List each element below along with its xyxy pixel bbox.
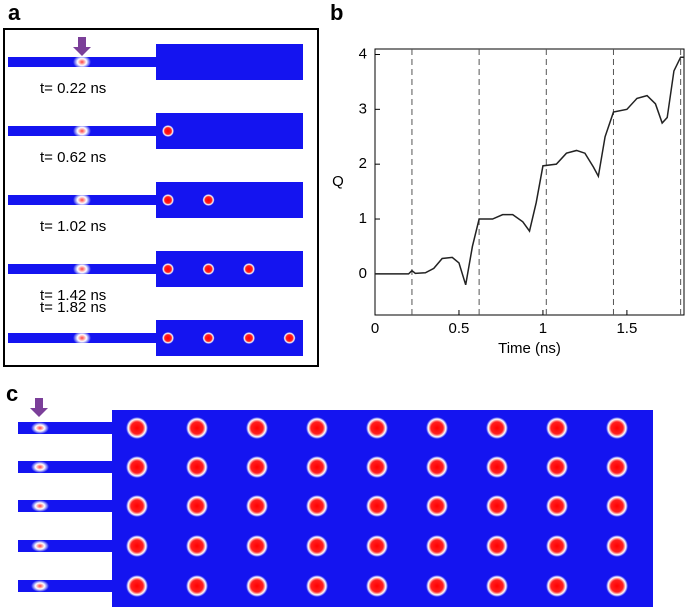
skyrmion: [606, 495, 628, 517]
y-tick-label: 3: [359, 100, 367, 117]
skyrmion: [162, 194, 174, 206]
wide-track: [156, 182, 303, 218]
skyrmion: [606, 456, 628, 478]
skyrmion: [162, 125, 174, 137]
skyrmion: [162, 263, 174, 275]
injection-spot: [31, 461, 49, 473]
time-label: t= 1.82 ns: [40, 299, 106, 316]
skyrmion: [606, 417, 628, 439]
time-label: t= 0.22 ns: [40, 80, 106, 97]
skyrmion: [243, 332, 255, 344]
injection-spot: [31, 580, 49, 592]
x-tick-label: 1.5: [616, 320, 637, 337]
skyrmion: [606, 535, 628, 557]
injection-spot: [31, 500, 49, 512]
injection-spot: [73, 262, 91, 276]
y-tick-label: 0: [359, 265, 367, 282]
skyrmion: [202, 263, 215, 275]
time-label: t= 0.62 ns: [40, 149, 106, 166]
skyrmion: [426, 417, 448, 439]
skyrmion: [186, 456, 208, 478]
data-line: [375, 56, 684, 286]
skyrmion: [126, 417, 148, 439]
y-tick-label: 2: [359, 155, 367, 172]
injection-spot: [31, 422, 49, 434]
skyrmion: [546, 535, 568, 557]
skyrmion: [283, 332, 296, 344]
skyrmion: [426, 535, 448, 557]
skyrmion: [202, 332, 215, 344]
skyrmion: [126, 495, 148, 517]
skyrmion: [546, 495, 568, 517]
wide-track: [156, 113, 303, 149]
skyrmion: [546, 417, 568, 439]
skyrmion: [426, 495, 448, 517]
skyrmion: [246, 535, 268, 557]
skyrmion: [306, 535, 328, 557]
skyrmion: [606, 575, 628, 597]
plot-frame: [374, 48, 685, 316]
skyrmion: [486, 417, 508, 439]
skyrmion: [202, 194, 215, 206]
x-tick-label: 0: [371, 320, 379, 337]
skyrmion: [306, 495, 328, 517]
skyrmion: [306, 456, 328, 478]
panel-label: c: [6, 381, 18, 406]
wide-track: [156, 44, 303, 80]
skyrmion: [186, 575, 208, 597]
skyrmion: [366, 575, 388, 597]
skyrmion: [426, 575, 448, 597]
skyrmion: [246, 456, 268, 478]
injection-spot: [31, 540, 49, 552]
skyrmion: [246, 417, 268, 439]
skyrmion: [243, 263, 255, 275]
skyrmion: [486, 456, 508, 478]
skyrmion: [486, 535, 508, 557]
y-tick-label: 1: [359, 210, 367, 227]
skyrmion: [366, 495, 388, 517]
arrow: [73, 37, 91, 56]
skyrmion: [426, 456, 448, 478]
skyrmion: [186, 535, 208, 557]
panel-label: a: [8, 0, 21, 25]
wide-track: [156, 251, 303, 287]
skyrmion: [126, 535, 148, 557]
x-axis-label: Time (ns): [498, 340, 561, 357]
skyrmion: [306, 575, 328, 597]
y-axis-label: Q: [332, 173, 344, 190]
skyrmion: [126, 575, 148, 597]
skyrmion: [162, 332, 174, 344]
skyrmion: [186, 417, 208, 439]
time-label: t= 1.42 ns: [40, 287, 106, 304]
arrow: [30, 398, 48, 417]
skyrmion: [246, 575, 268, 597]
x-tick-label: 1: [539, 320, 547, 337]
skyrmion: [486, 495, 508, 517]
y-tick-label: 4: [359, 45, 367, 62]
skyrmion: [246, 495, 268, 517]
panel-frame: [3, 28, 319, 367]
wide-track: [156, 320, 303, 356]
injection-spot: [73, 331, 91, 345]
skyrmion: [366, 417, 388, 439]
skyrmion: [366, 456, 388, 478]
time-label: t= 1.02 ns: [40, 218, 106, 235]
skyrmion: [366, 535, 388, 557]
skyrmion: [546, 575, 568, 597]
x-tick-label: 0.5: [449, 320, 470, 337]
injection-spot: [73, 193, 91, 207]
skyrmion: [126, 456, 148, 478]
skyrmion: [306, 417, 328, 439]
skyrmion: [186, 495, 208, 517]
injection-spot: [73, 124, 91, 138]
injection-spot: [73, 55, 91, 69]
skyrmion: [486, 575, 508, 597]
panel-label: b: [330, 0, 343, 25]
skyrmion: [546, 456, 568, 478]
